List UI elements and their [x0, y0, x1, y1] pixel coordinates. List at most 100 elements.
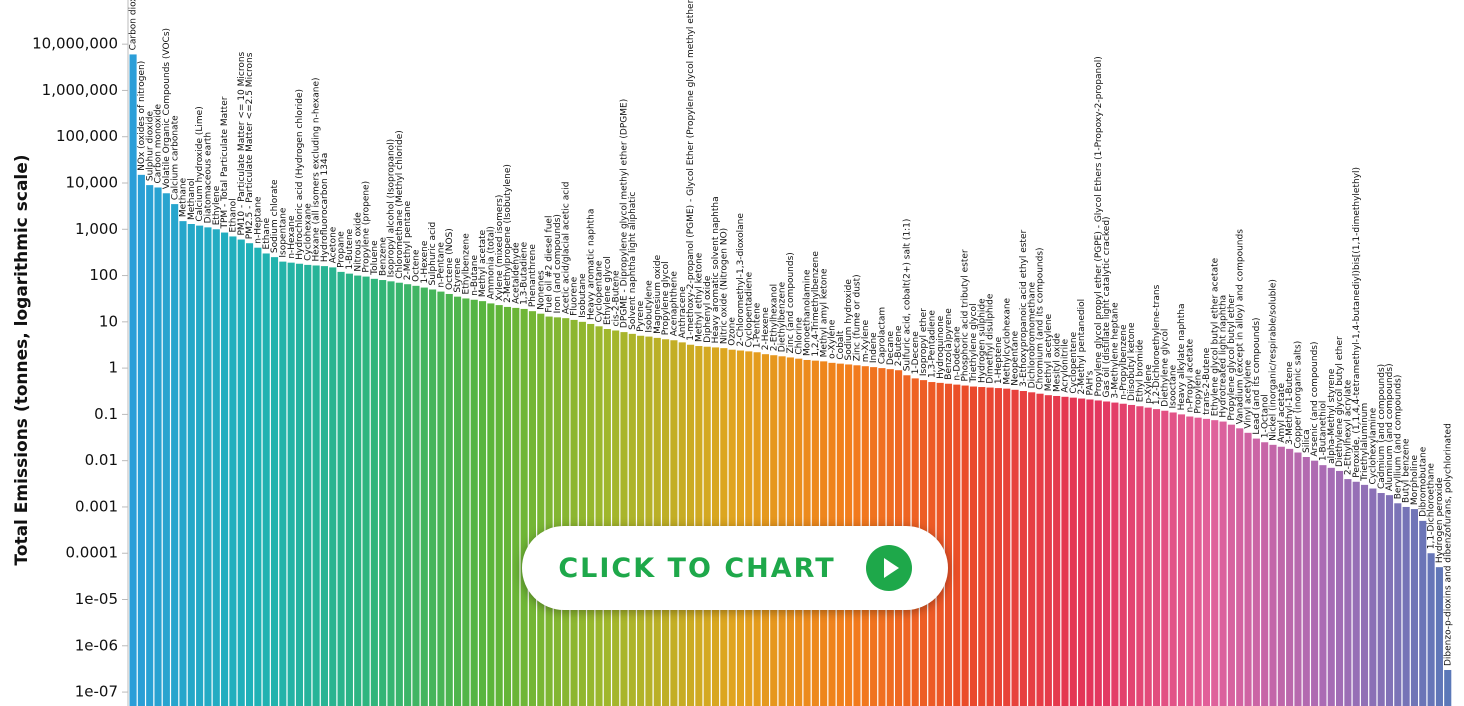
bar-label: DPGME - Dipropylene glycol methyl ether …	[620, 99, 630, 328]
bar-label: Hydrochloric acid (Hydrogen chloride)	[295, 89, 305, 260]
bar	[179, 221, 187, 706]
bar-label: 1,2-Dichloroethylene-trans	[1152, 284, 1162, 405]
bar-label: Hydrofluorocarbon 134a	[320, 153, 330, 262]
bar	[478, 301, 487, 706]
bar-label: Neopentane	[1011, 330, 1021, 385]
bar	[1427, 553, 1435, 706]
bar	[470, 299, 478, 706]
bar	[279, 261, 287, 706]
bar-label: 1-Decene	[911, 331, 921, 375]
bar-label: Peroxide, (1,1,4,4-tetramethyl-1,4-butan…	[1352, 167, 1362, 478]
bar-label: Methanol	[187, 178, 197, 220]
bar	[595, 326, 603, 706]
bar	[204, 227, 212, 706]
click-to-chart-button[interactable]: CLICK TO CHART	[522, 526, 948, 610]
bar-label: Propylene glycol butyl ether	[1227, 294, 1237, 421]
bar-label: Ethanol	[229, 198, 239, 232]
button-label[interactable]: CLICK TO CHART	[558, 552, 836, 584]
bar-label: Ethane	[262, 217, 272, 249]
bar	[287, 262, 295, 706]
bar-label: Vanadium (except in alloy) and compounds	[1235, 229, 1245, 425]
bar	[1069, 397, 1077, 706]
bar	[187, 224, 195, 706]
bar-label: 1-Butene	[345, 228, 355, 269]
bar	[304, 264, 312, 706]
bar-label: n-Butane	[470, 254, 480, 295]
y-tick-label: 10,000,000	[32, 35, 118, 53]
bar-label: Carbon monoxide	[154, 103, 164, 183]
bar-label: 1-Pentene	[753, 302, 763, 348]
bar	[404, 284, 412, 706]
bar	[578, 321, 586, 706]
bar	[354, 275, 362, 706]
bar-label: Dichlorobromomethane	[1027, 281, 1037, 388]
bar-label: Sulfuric acid, cobalt(2+) salt (1:1)	[902, 219, 912, 372]
bar	[337, 271, 345, 706]
bar-label: Ethylbenzene	[461, 233, 471, 295]
y-tick-label: 10,000	[66, 173, 119, 191]
bar-label: 1,1-Dichloroethane	[1427, 463, 1437, 550]
bar-label: Octene	[412, 249, 422, 282]
bar-label: Magnesium oxide	[653, 254, 663, 334]
bar-label: Vinyl acetylene	[1244, 359, 1254, 428]
bar-label: Styrene	[453, 257, 463, 292]
bar	[1111, 402, 1119, 706]
bar-label: Diethylene glycol	[1160, 329, 1170, 407]
bar	[1003, 388, 1011, 706]
bar	[370, 278, 378, 706]
bar	[129, 54, 137, 706]
bar-label: Acetaldehyde	[511, 242, 521, 304]
bar-label: n-Pentane	[437, 242, 447, 288]
bar	[612, 330, 620, 706]
bar	[245, 243, 254, 706]
bar-label: Zinc (fume or dust)	[853, 274, 863, 361]
bar	[1435, 567, 1443, 706]
bar	[545, 316, 553, 706]
bar	[603, 329, 611, 706]
bar	[645, 336, 653, 706]
bar-label: Diethylene glycol butyl ether	[1335, 336, 1345, 467]
bar-label: 3-Methylene heptane	[1111, 302, 1121, 399]
bar	[1211, 420, 1219, 706]
bar	[528, 311, 537, 706]
bar-label: Nitric oxide (Nitrogen NO)	[719, 228, 729, 344]
bar-label: Calcium hydroxide (Lime)	[195, 106, 205, 221]
bar	[512, 307, 520, 706]
bar	[221, 232, 229, 706]
bar-label: Ethylene	[212, 185, 222, 225]
bar	[1394, 503, 1402, 706]
bar-label: Caprolactam	[878, 307, 888, 364]
bar-label: Iron (and compounds)	[553, 214, 563, 313]
bar-label: Silica	[1302, 429, 1312, 453]
bar	[212, 229, 220, 706]
bar-label: Fuel oil #2 diesel fuel	[545, 216, 555, 313]
bar	[295, 263, 304, 706]
bar-label: Heavy alkylate naphtha	[1177, 303, 1187, 410]
bar	[1136, 406, 1144, 706]
bar-label: Cadmium (and compounds)	[1377, 364, 1387, 489]
bar-label: Chloromethane (Methyl chloride)	[395, 130, 405, 279]
bar	[1036, 393, 1044, 706]
bar-label: n-Hexane	[287, 215, 297, 259]
bar-label: Cyclohexane	[303, 203, 313, 261]
bar	[1402, 506, 1410, 706]
bar-label: Sulphuric acid	[428, 222, 438, 286]
bar	[395, 282, 403, 706]
bar-label: PAH's	[1086, 370, 1096, 395]
bar	[1311, 460, 1319, 706]
bar-label: 1-Hexene	[420, 240, 430, 283]
bar	[1444, 669, 1452, 706]
bar	[620, 332, 628, 706]
play-icon[interactable]	[865, 545, 912, 591]
bar-label: PM10 - Particulate Matter <= 10 Microns	[237, 51, 247, 235]
bar	[944, 383, 953, 706]
bar	[1360, 484, 1369, 706]
bar-label: 1,3-Butadiene	[520, 241, 530, 305]
bar-label: Isooctane	[1169, 364, 1179, 408]
bar-label: Diatomaceous earth	[204, 132, 214, 224]
bar-label: Hydroquinone	[936, 315, 946, 379]
bar-label: 2-Ethylhexanol	[769, 284, 779, 351]
bar	[1144, 407, 1152, 706]
bar-label: Methylcyclohexane	[1002, 297, 1012, 384]
